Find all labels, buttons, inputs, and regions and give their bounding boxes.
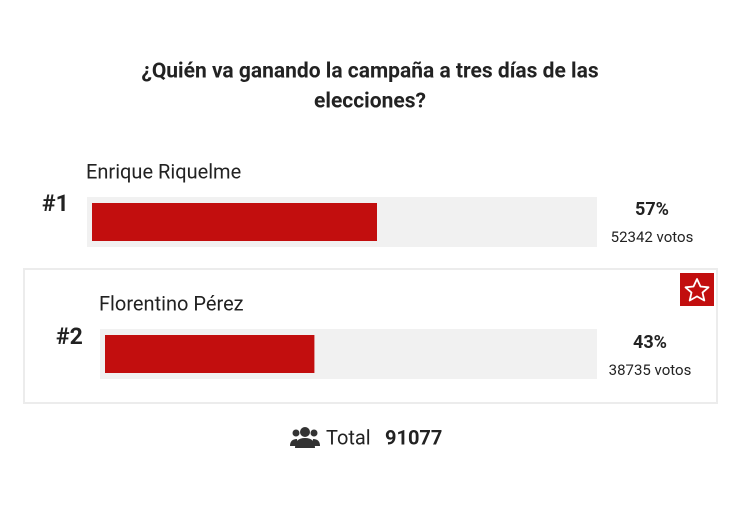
option-rank: #2 bbox=[56, 323, 83, 350]
percent-label: 43% bbox=[633, 332, 667, 353]
poll-title: elecciones? bbox=[314, 90, 426, 114]
total-label: Total bbox=[326, 425, 371, 449]
winner-box bbox=[23, 268, 718, 404]
bar bbox=[105, 335, 315, 373]
users-icon bbox=[290, 427, 320, 448]
star-button[interactable] bbox=[680, 273, 714, 306]
star-icon bbox=[684, 278, 710, 302]
option-name: Enrique Riquelme bbox=[86, 159, 241, 183]
votes-label: 38735 votos bbox=[609, 361, 692, 379]
votes-label: 52342 votos bbox=[611, 228, 694, 246]
option-name: Florentino Pérez bbox=[99, 291, 244, 315]
total-value: 91077 bbox=[385, 425, 442, 449]
bar bbox=[92, 203, 377, 241]
poll-title: ¿Quién va ganando la campaña a tres días… bbox=[141, 60, 598, 84]
option-rank: #1 bbox=[42, 190, 69, 217]
star-bg bbox=[680, 273, 714, 306]
percent-label: 57% bbox=[635, 199, 669, 220]
